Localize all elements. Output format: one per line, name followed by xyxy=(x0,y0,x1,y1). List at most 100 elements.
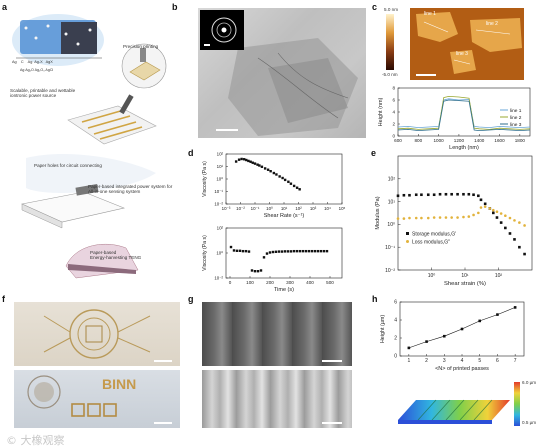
storage-point xyxy=(495,216,499,219)
data-point xyxy=(271,250,275,254)
x-tick-label: 200 xyxy=(266,280,274,285)
series-line-1 xyxy=(397,98,531,129)
x-tick-label: 5 xyxy=(478,358,481,364)
caption-teng: Paper-based Energy-harvesting TENG xyxy=(90,250,142,261)
data-point xyxy=(425,340,428,343)
data-point xyxy=(310,249,314,253)
data-point xyxy=(295,186,299,189)
x-tick-label: 400 xyxy=(306,280,314,285)
plot-frame xyxy=(225,227,343,279)
data-point xyxy=(289,250,293,253)
data-point xyxy=(286,250,290,253)
data-point xyxy=(234,160,238,163)
y-axis-label: Height (nm) xyxy=(378,97,384,126)
ink-dark-block xyxy=(61,22,97,54)
data-point xyxy=(262,256,266,259)
x-tick-label: 300 xyxy=(286,280,294,285)
data-point xyxy=(313,249,317,253)
series-line-3 xyxy=(397,99,531,132)
data-point xyxy=(513,306,517,309)
data-point xyxy=(289,182,293,185)
y-tick-label: 2 xyxy=(394,336,397,342)
storage-point xyxy=(396,194,400,198)
y-tick-label: 4 xyxy=(394,318,397,324)
caption-integrated: Paper-based integrated power system for … xyxy=(88,184,173,195)
data-point xyxy=(275,173,278,176)
data-point xyxy=(240,157,243,161)
logo-scale-bar xyxy=(154,360,172,362)
data-point xyxy=(304,249,308,253)
data-point xyxy=(478,319,482,323)
x-axis-label: Shear strain (%) xyxy=(444,281,486,287)
loss-point xyxy=(450,216,453,219)
afm-label-line3: line 3 xyxy=(456,51,468,57)
x-tick-label: 0 xyxy=(229,280,232,285)
afm-colorbar xyxy=(386,14,394,70)
data-point xyxy=(278,175,281,178)
data-point xyxy=(292,184,296,188)
printed-logo-photo xyxy=(14,302,180,366)
data-point xyxy=(247,159,250,163)
data-point xyxy=(283,178,287,182)
ink-legend: Ag C Ag Ag-X AgX xyxy=(12,60,53,64)
y-tick-label: 10² xyxy=(217,226,224,231)
y-tick-label: 10² xyxy=(217,152,224,157)
x-tick-label: 10⁰ xyxy=(428,273,436,279)
data-point xyxy=(250,269,254,272)
y-tick-label: 10⁰ xyxy=(216,177,223,182)
storage-point xyxy=(444,192,448,196)
data-point xyxy=(295,249,299,253)
legend-storage-swatch xyxy=(406,232,409,235)
data-point xyxy=(245,158,248,162)
data-point xyxy=(247,250,251,253)
data-point xyxy=(265,252,269,255)
loss-point xyxy=(513,219,516,222)
storage-point xyxy=(456,192,459,196)
x-tick-label: 500 xyxy=(326,280,334,285)
loss-point xyxy=(432,216,436,219)
y-axis-label: Height (µm) xyxy=(380,315,386,343)
data-point xyxy=(325,249,329,253)
sem-image-top xyxy=(202,302,352,366)
data-point xyxy=(243,158,246,161)
sem-top-scale-bar xyxy=(322,360,342,362)
fit-line xyxy=(408,307,516,349)
y-tick-label: 6 xyxy=(392,98,395,103)
y-tick-label: 6 xyxy=(394,300,397,306)
storage-point xyxy=(426,193,430,197)
sem-image-bottom xyxy=(202,370,352,428)
loss-point xyxy=(495,210,499,214)
x-axis-label: Time (s) xyxy=(274,287,294,293)
printed-logo-pattern xyxy=(43,309,151,359)
x-tick-label: 10³ xyxy=(310,206,317,211)
data-point xyxy=(287,180,290,183)
afm-map: line 1 line 2 line 3 xyxy=(410,8,524,80)
afm-colorbar-max: 5.0 nm xyxy=(384,7,399,12)
sem-bottom-scale-bar xyxy=(322,422,342,424)
x-axis-label: Shear Rate (s⁻¹) xyxy=(264,213,305,219)
panel-label-d: d xyxy=(188,148,194,158)
storage-point xyxy=(504,226,507,230)
x-tick-label: 2 xyxy=(425,358,428,364)
afm-label-line1: line 1 xyxy=(424,11,436,17)
data-point xyxy=(319,249,323,253)
data-point xyxy=(316,249,320,253)
storage-point xyxy=(462,192,465,196)
panel-label-g: g xyxy=(188,294,194,304)
loss-point xyxy=(518,221,521,224)
data-point xyxy=(298,249,302,253)
legend-label-2: line 2 xyxy=(510,115,522,121)
loss-point xyxy=(483,205,487,208)
y-tick-label: 0 xyxy=(394,354,397,360)
chart-e-modulus: 10⁰ 10¹ 10² 10⁻² 10⁻¹ 10⁰ 10¹ 10² Storage modulu… xyxy=(375,155,533,287)
data-point xyxy=(442,334,446,338)
data-point xyxy=(241,249,245,253)
storage-point xyxy=(508,232,512,235)
schematic-drawing xyxy=(12,14,167,279)
ink-sublegend: Ag Ag₂O Ag₂O₃ AgCl xyxy=(20,68,54,72)
data-point xyxy=(229,245,233,249)
caption-paper-holes: Paper holes for circuit connecting xyxy=(34,163,102,168)
data-point xyxy=(274,250,278,253)
panel-label-f: f xyxy=(2,294,5,304)
data-point xyxy=(237,158,241,161)
